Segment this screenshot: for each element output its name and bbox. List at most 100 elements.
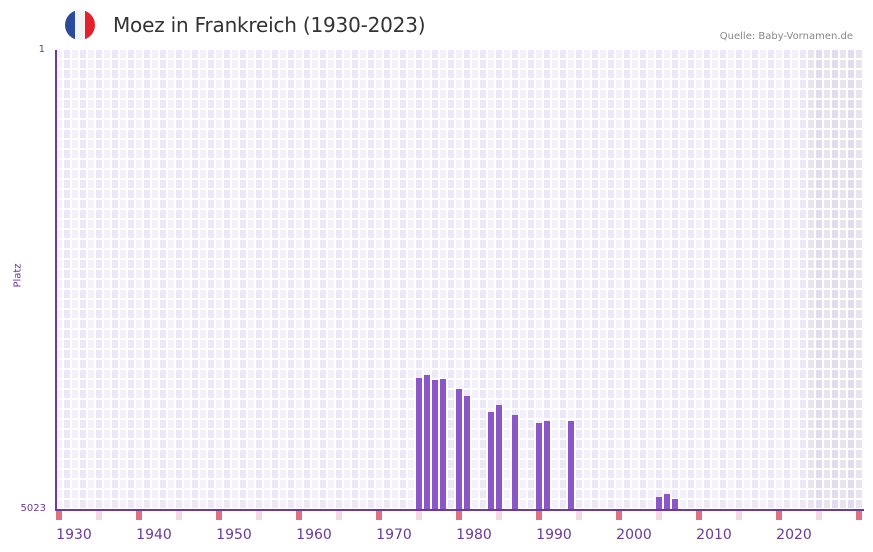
grid-column [736, 50, 744, 510]
grid-column [560, 50, 568, 510]
grid-column [744, 50, 752, 510]
half-decade-marker [496, 511, 502, 520]
grid-column [96, 50, 104, 510]
bar-1974[interactable] [424, 375, 430, 510]
grid-column [760, 50, 768, 510]
grid-column [336, 50, 344, 510]
grid-column [248, 50, 256, 510]
grid-column [512, 50, 520, 510]
grid-column [80, 50, 88, 510]
bar-1978[interactable] [456, 389, 462, 510]
decade-marker [56, 511, 62, 520]
chart-title: Moez in Frankreich (1930-2023) [113, 13, 426, 37]
grid-column [792, 50, 800, 510]
grid-column [848, 50, 856, 510]
bar-2004[interactable] [664, 494, 670, 510]
grid-column [352, 50, 360, 510]
bar-1988[interactable] [536, 423, 542, 510]
grid-column [552, 50, 560, 510]
half-decade-marker [256, 511, 262, 520]
grid-column [752, 50, 760, 510]
half-decade-marker [576, 511, 582, 520]
x-axis-line [55, 509, 864, 511]
france-flag-icon [65, 10, 95, 40]
decade-markers [56, 511, 864, 520]
grid-column [320, 50, 328, 510]
grid-column [424, 50, 432, 510]
grid-column [648, 50, 656, 510]
grid-column [408, 50, 416, 510]
bar-1973[interactable] [416, 378, 422, 510]
grid-column [168, 50, 176, 510]
grid-column [544, 50, 552, 510]
bar-1975[interactable] [432, 380, 438, 510]
decade-marker [216, 511, 222, 520]
grid-column [824, 50, 832, 510]
grid-column [688, 50, 696, 510]
half-decade-marker [656, 511, 662, 520]
grid-column [768, 50, 776, 510]
grid-column [616, 50, 624, 510]
x-tick-2000: 2000 [616, 527, 652, 543]
grid-column [64, 50, 72, 510]
bar-1983[interactable] [496, 405, 502, 510]
grid-column [440, 50, 448, 510]
grid-column [120, 50, 128, 510]
grid-column [496, 50, 504, 510]
grid-column [712, 50, 720, 510]
grid-column [136, 50, 144, 510]
bar-2003[interactable] [656, 497, 662, 510]
grid-column [104, 50, 112, 510]
grid-column [232, 50, 240, 510]
grid-column [704, 50, 712, 510]
x-tick-2010: 2010 [696, 527, 732, 543]
grid-column [256, 50, 264, 510]
grid-column [160, 50, 168, 510]
grid-column [696, 50, 704, 510]
grid-column [448, 50, 456, 510]
bar-1989[interactable] [544, 421, 550, 510]
bar-1979[interactable] [464, 396, 470, 510]
decade-marker [616, 511, 622, 520]
grid-column [464, 50, 472, 510]
grid-column [56, 50, 64, 510]
grid-column [592, 50, 600, 510]
grid-column [632, 50, 640, 510]
x-tick-1970: 1970 [376, 527, 412, 543]
bar-1985[interactable] [512, 415, 518, 510]
x-tick-1980: 1980 [456, 527, 492, 543]
bar-1992[interactable] [568, 421, 574, 510]
grid-column [176, 50, 184, 510]
grid-column [184, 50, 192, 510]
decade-marker [296, 511, 302, 520]
x-tick-1930: 1930 [56, 527, 92, 543]
grid-column [576, 50, 584, 510]
grid-column [584, 50, 592, 510]
grid-column [432, 50, 440, 510]
grid-column [368, 50, 376, 510]
grid-column [224, 50, 232, 510]
grid-column [856, 50, 864, 510]
decade-marker [456, 511, 462, 520]
grid-column [504, 50, 512, 510]
grid-column [288, 50, 296, 510]
grid-column [208, 50, 216, 510]
bar-1982[interactable] [488, 412, 494, 510]
decade-marker [376, 511, 382, 520]
grid-column [784, 50, 792, 510]
grid-column [88, 50, 96, 510]
source-credit: Quelle: Baby-Vornamen.de [719, 31, 853, 42]
y-axis-label: Platz [12, 263, 24, 288]
grid-column [568, 50, 576, 510]
grid-column [264, 50, 272, 510]
grid-column [656, 50, 664, 510]
grid-column [624, 50, 632, 510]
bar-1976[interactable] [440, 379, 446, 510]
grid-column [328, 50, 336, 510]
grid-column [280, 50, 288, 510]
grid-column [216, 50, 224, 510]
bar-2005[interactable] [672, 499, 678, 510]
grid-column [144, 50, 152, 510]
decade-marker [136, 511, 142, 520]
grid-column [456, 50, 464, 510]
